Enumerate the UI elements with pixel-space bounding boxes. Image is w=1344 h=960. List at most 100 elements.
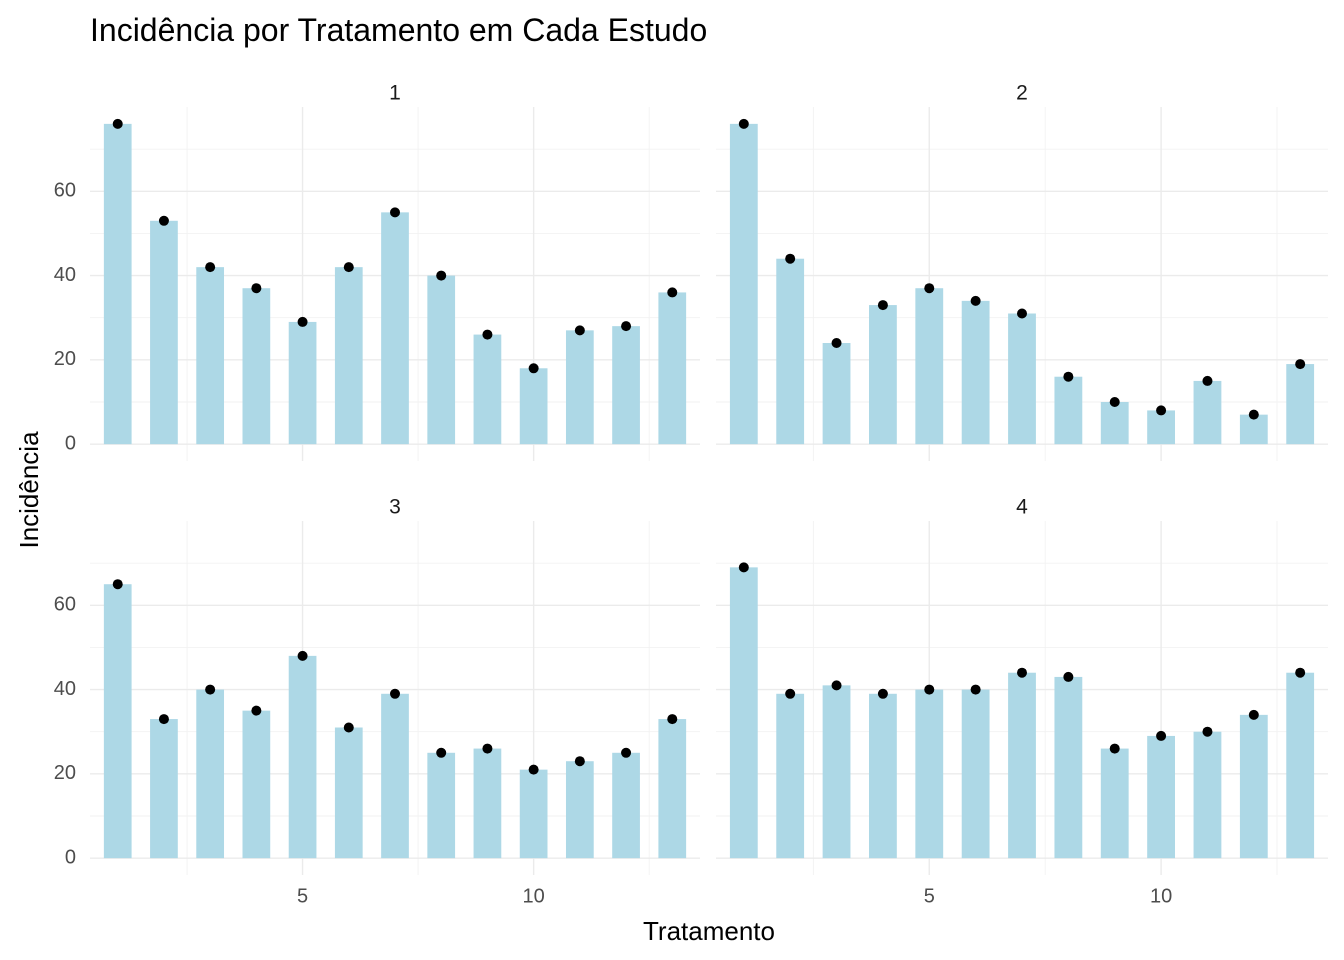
data-point xyxy=(205,262,216,273)
y-tick-label: 60 xyxy=(54,594,76,616)
data-point xyxy=(1156,405,1167,416)
data-point xyxy=(436,747,447,758)
bar xyxy=(381,212,409,445)
y-tick-label: 0 xyxy=(65,432,76,454)
data-point xyxy=(785,253,796,264)
bar xyxy=(1054,376,1083,445)
y-tick-label: 0 xyxy=(65,846,76,868)
bar xyxy=(1147,735,1175,859)
bar xyxy=(242,288,271,445)
bar xyxy=(1100,402,1129,445)
bar xyxy=(658,719,687,859)
bar xyxy=(1239,714,1268,859)
data-point xyxy=(924,684,935,695)
x-tick-label: 10 xyxy=(523,885,545,907)
data-point xyxy=(667,287,678,298)
data-point xyxy=(482,743,493,754)
data-point xyxy=(970,295,981,306)
data-point xyxy=(738,118,749,129)
facet-panel-1: 1 0 20 40 60 xyxy=(54,82,700,461)
data-point xyxy=(528,764,539,775)
bar xyxy=(473,748,502,859)
data-point xyxy=(574,756,585,767)
data-point xyxy=(1295,359,1306,370)
data-point xyxy=(112,579,123,590)
data-point xyxy=(1202,375,1213,386)
bar xyxy=(150,220,178,445)
bar xyxy=(473,334,502,445)
facet-label: 2 xyxy=(1016,82,1028,105)
data-point xyxy=(831,680,842,691)
bar xyxy=(334,727,363,859)
bar xyxy=(196,689,225,859)
bar xyxy=(869,693,897,859)
data-point xyxy=(1156,730,1167,741)
facet-panel-3: 3 0 20 40 60 5 10 xyxy=(54,496,700,907)
bar xyxy=(565,330,594,445)
y-tick-label: 60 xyxy=(54,180,76,202)
bar xyxy=(288,655,317,859)
bar xyxy=(915,288,944,445)
data-point xyxy=(1017,308,1027,319)
data-point xyxy=(667,714,678,725)
data-point xyxy=(1017,667,1027,678)
y-tick-label: 20 xyxy=(54,348,76,370)
bar xyxy=(822,685,851,859)
facet-label: 4 xyxy=(1016,496,1028,519)
data-point xyxy=(158,215,169,226)
data-point xyxy=(1248,409,1259,420)
facet-panel-4: 4 5 10 xyxy=(716,496,1328,907)
data-point xyxy=(877,300,888,311)
x-axis-title: Tratamento xyxy=(643,916,775,946)
data-point xyxy=(1063,671,1074,682)
bar xyxy=(1054,676,1083,859)
bar xyxy=(776,258,805,445)
facet-panel-2: 2 xyxy=(716,82,1328,461)
data-point xyxy=(1202,726,1213,737)
y-tick-label: 40 xyxy=(54,264,76,286)
bar xyxy=(1286,364,1315,445)
x-tick-label: 5 xyxy=(924,885,935,907)
data-point xyxy=(251,283,262,294)
bar xyxy=(915,689,944,859)
facet-label: 3 xyxy=(389,496,401,519)
bar xyxy=(1286,672,1315,859)
bar xyxy=(658,292,687,445)
bar xyxy=(334,267,363,445)
data-point xyxy=(621,321,632,332)
data-point xyxy=(390,688,400,699)
bar xyxy=(519,368,548,445)
bar xyxy=(427,275,456,445)
bar xyxy=(1193,380,1222,445)
bar xyxy=(729,123,758,445)
bar xyxy=(612,752,640,859)
data-point xyxy=(436,270,447,281)
bar xyxy=(1147,410,1175,445)
data-point xyxy=(738,562,749,573)
bar xyxy=(1193,731,1222,859)
data-point xyxy=(528,363,539,374)
data-point xyxy=(482,329,493,340)
data-point xyxy=(574,325,585,336)
data-point xyxy=(251,705,262,716)
data-point xyxy=(297,650,308,661)
bar xyxy=(869,305,897,445)
data-point xyxy=(343,262,354,273)
data-point xyxy=(831,338,842,348)
chart-title: Incidência por Tratamento em Cada Estudo xyxy=(90,12,707,48)
bar xyxy=(961,300,990,445)
bar xyxy=(150,719,178,859)
bar xyxy=(822,343,851,445)
data-point xyxy=(785,688,796,699)
x-tick-label: 10 xyxy=(1150,885,1172,907)
bar xyxy=(196,267,225,445)
data-point xyxy=(924,283,935,294)
bar xyxy=(729,567,758,859)
data-point xyxy=(621,747,632,758)
bar xyxy=(565,761,594,859)
bar xyxy=(612,326,640,445)
bar xyxy=(103,123,132,445)
data-point xyxy=(877,688,888,699)
